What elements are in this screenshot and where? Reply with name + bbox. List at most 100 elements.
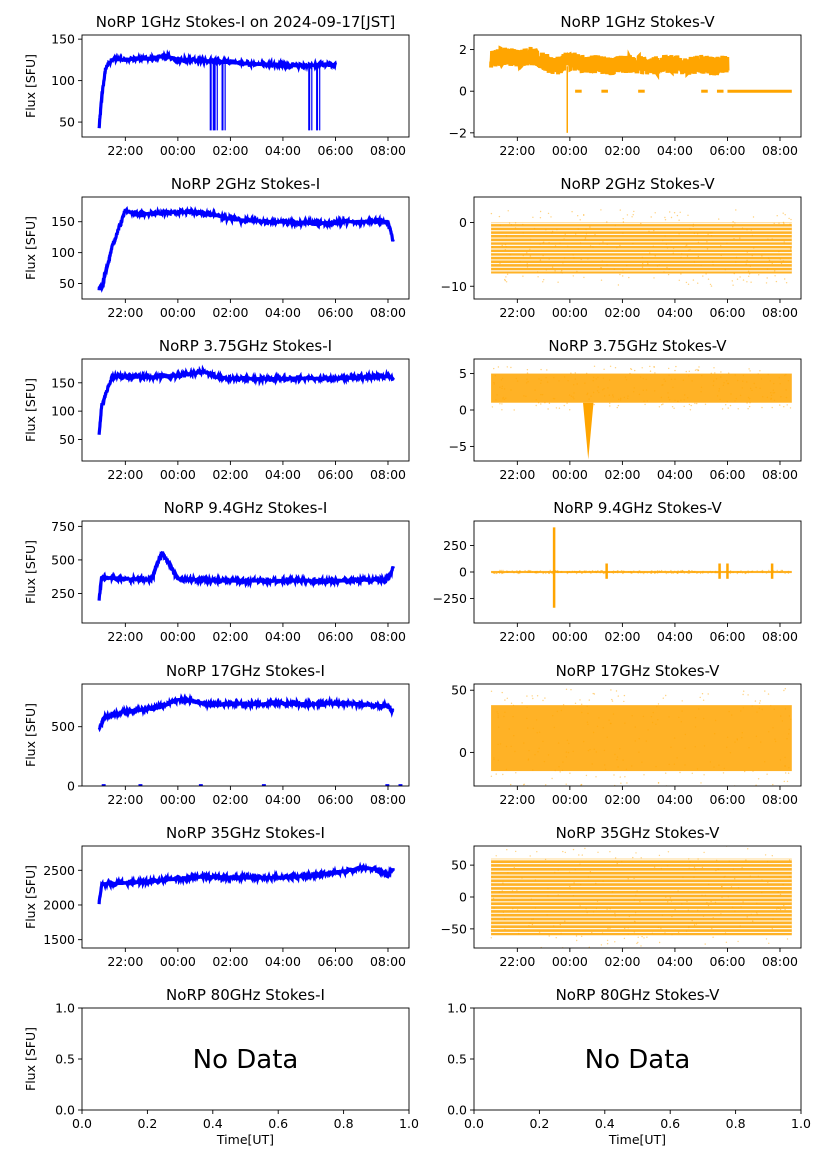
- scatter-point: [780, 569, 782, 572]
- scatter-point: [645, 389, 648, 391]
- scatter-point: [706, 248, 709, 250]
- scatter-point: [573, 384, 575, 386]
- scatter-point: [720, 371, 722, 373]
- scatter-point: [748, 747, 750, 749]
- scatter-point: [493, 367, 495, 370]
- scatter-point: [770, 394, 773, 396]
- scatter-point: [544, 697, 546, 699]
- y-tick-label: −250: [433, 591, 467, 606]
- scatter-point: [542, 699, 544, 702]
- y-tick-label: 250: [51, 586, 75, 601]
- scatter-point: [633, 899, 636, 901]
- scatter-point: [704, 943, 706, 945]
- scatter-point: [573, 392, 575, 394]
- subplot-title: NoRP 80GHz Stokes-V: [556, 986, 721, 1004]
- scatter-point: [664, 219, 667, 221]
- scatter-point: [576, 939, 578, 942]
- scatter-point: [668, 374, 670, 376]
- scatter-point: [501, 691, 503, 694]
- x-tick-label: 06:00: [709, 467, 745, 482]
- subplot-title: NoRP 9.4GHz Stokes-I: [164, 499, 328, 517]
- x-axis-label: Time[UT]: [608, 1132, 666, 1147]
- scatter-point: [584, 237, 587, 239]
- scatter-point: [539, 217, 542, 219]
- scatter-point: [790, 718, 792, 720]
- scatter-point: [640, 222, 642, 225]
- scatter-point: [577, 228, 579, 230]
- scatter-point: [734, 374, 736, 376]
- scatter-point: [606, 221, 608, 223]
- scatter-point: [756, 913, 759, 915]
- x-tick-label: 22:00: [107, 305, 143, 320]
- scatter-point: [574, 869, 576, 871]
- scatter-point: [492, 951, 493, 952]
- scatter-point: [521, 877, 523, 879]
- noise-band: [491, 858, 792, 936]
- scatter-point: [654, 372, 656, 374]
- x-tick-label: 04:00: [657, 792, 693, 807]
- scatter-point: [702, 572, 704, 574]
- scatter-point: [609, 908, 611, 910]
- scatter-point: [510, 745, 512, 748]
- scatter-point: [580, 258, 582, 261]
- scatter-point: [528, 749, 530, 752]
- scatter-point: [498, 572, 501, 574]
- scatter-point: [504, 699, 506, 701]
- scatter-point: [627, 933, 629, 935]
- x-tick-label: 04:00: [265, 467, 301, 482]
- scatter-point: [715, 378, 718, 380]
- scatter-point: [665, 896, 667, 898]
- scatter-point: [562, 704, 565, 706]
- scatter-point: [641, 761, 643, 763]
- scatter-point: [727, 896, 730, 898]
- scatter-point: [606, 943, 609, 945]
- scatter-point: [694, 369, 697, 371]
- scatter-point: [626, 214, 629, 216]
- x-tick-label: 22:00: [499, 143, 535, 158]
- scatter-point: [674, 570, 676, 572]
- scatter-point: [495, 572, 497, 575]
- scatter-point: [557, 894, 559, 896]
- subplot-title: NoRP 17GHz Stokes-I: [166, 662, 325, 680]
- scatter-point: [747, 848, 749, 850]
- scatter-point: [619, 776, 621, 778]
- y-tick-label: 50: [451, 683, 467, 698]
- scatter-point: [616, 756, 619, 758]
- scatter-point: [523, 784, 525, 786]
- scatter-point: [581, 854, 583, 856]
- scatter-point: [620, 397, 622, 400]
- scatter-point: [764, 761, 766, 763]
- scatter-point: [584, 238, 586, 241]
- scatter-point: [572, 750, 574, 753]
- x-tick-label: 0.0: [72, 1116, 92, 1131]
- subplot-7: 22:00 00:00 02:00 04:00 06:00 08:00 250 500 750 N…: [23, 499, 410, 644]
- scatter-point: [639, 900, 641, 903]
- scatter-point: [761, 891, 763, 894]
- scatter-point: [687, 214, 689, 216]
- scatter-point: [746, 259, 748, 262]
- x-tick-label: 08:00: [762, 629, 798, 644]
- scatter-point: [661, 404, 663, 406]
- scatter-point: [499, 403, 501, 405]
- x-tick-label: 04:00: [265, 143, 301, 158]
- scatter-point: [519, 572, 521, 575]
- scatter-point: [686, 900, 688, 903]
- scatter-point: [535, 399, 537, 401]
- y-axis-label: Flux [SFU]: [23, 54, 38, 118]
- scatter-point: [603, 388, 605, 390]
- scatter-point: [525, 395, 527, 397]
- scatter-point: [786, 938, 789, 940]
- scatter-point: [566, 402, 568, 404]
- scatter-point: [624, 376, 627, 378]
- scatter-point: [613, 268, 615, 271]
- scatter-point: [606, 939, 609, 942]
- scatter-point: [602, 389, 604, 391]
- scatter-point: [491, 246, 494, 248]
- scatter-point: [622, 269, 624, 271]
- scatter-point: [554, 270, 556, 272]
- scatter-point: [658, 264, 660, 266]
- data-series: [491, 365, 792, 460]
- scatter-point: [691, 919, 693, 922]
- scatter-point: [516, 889, 518, 891]
